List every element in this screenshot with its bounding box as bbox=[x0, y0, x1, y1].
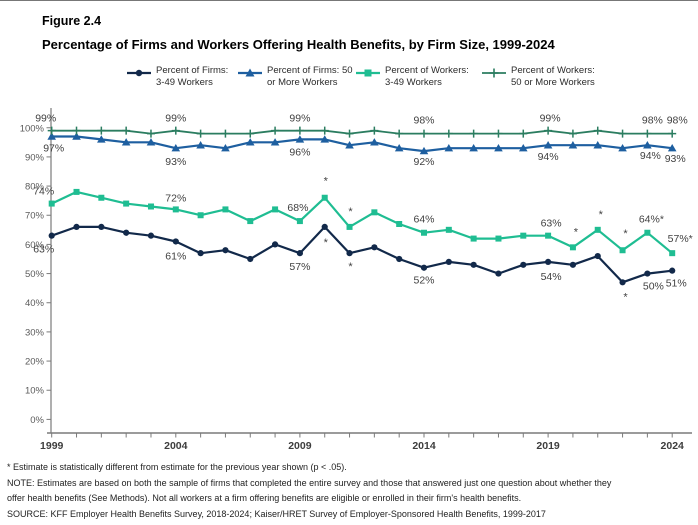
asterisk-marker: * bbox=[348, 261, 353, 273]
data-label: 94% bbox=[640, 150, 661, 162]
note-line-1: NOTE: Estimates are based on both the sa… bbox=[7, 477, 612, 488]
data-label: 63% bbox=[541, 218, 562, 230]
asterisk-marker: * bbox=[324, 176, 329, 188]
data-label: 74% bbox=[33, 186, 54, 198]
chart-legend: Percent of Firms: 3-49 Workers Percent of… bbox=[0, 65, 698, 95]
data-label: 51% bbox=[666, 278, 687, 290]
y-axis-tick-label: 60% bbox=[25, 240, 45, 251]
line-square-marker-icon bbox=[356, 69, 380, 77]
data-label: 94% bbox=[538, 151, 559, 163]
legend-item-firms-50plus: Percent of Firms: 50 or More Workers bbox=[237, 65, 353, 88]
data-label: 61% bbox=[165, 250, 186, 262]
y-axis-tick-label: 0% bbox=[30, 415, 44, 426]
y-axis-tick-label: 30% bbox=[25, 327, 45, 338]
page-title: Percentage of Firms and Workers Offering… bbox=[42, 37, 555, 52]
data-label: 64% bbox=[413, 214, 434, 226]
legend-item-workers-3-49: Percent of Workers: 3-49 Workers bbox=[355, 65, 469, 88]
asterisk-marker: * bbox=[574, 226, 579, 238]
data-label: 98% bbox=[667, 115, 688, 127]
series-firms_3_49: 63% 61% 57% 52% 54% 50% 51% bbox=[33, 223, 687, 293]
top-border-rule bbox=[0, 0, 698, 1]
legend-item-workers-50plus: Percent of Workers: 50 or More Workers bbox=[481, 65, 595, 88]
x-axis-tick-label: 1999 bbox=[40, 440, 64, 452]
axes: 0% 10% 20% 30% 40% 50% 60% 70% 80% 90% 100% 1999 200… bbox=[20, 108, 692, 452]
asterisk-marker: * bbox=[348, 206, 353, 218]
line-plus-marker-icon bbox=[482, 68, 506, 78]
y-axis-tick-label: 100% bbox=[20, 123, 45, 134]
x-axis-tick-label: 2004 bbox=[164, 440, 188, 452]
line-circle-marker-icon bbox=[127, 69, 151, 77]
line-triangle-marker-icon bbox=[238, 68, 262, 77]
series-workers_3_49: 74% 72% 68% 64% 63% 64%* 57%* bbox=[33, 186, 693, 257]
y-axis-tick-label: 50% bbox=[25, 269, 45, 280]
legend-label: Percent of Firms: 3-49 Workers bbox=[156, 65, 229, 88]
data-label: 57%* bbox=[668, 233, 693, 245]
x-axis-tick-label: 2009 bbox=[288, 440, 312, 452]
asterisk-marker: * bbox=[599, 209, 604, 221]
data-label: 92% bbox=[413, 156, 434, 168]
y-axis-tick-label: 20% bbox=[25, 357, 45, 368]
data-label: 99% bbox=[165, 113, 186, 125]
data-label: 96% bbox=[289, 146, 310, 158]
legend-item-firms-3-49: Percent of Firms: 3-49 Workers bbox=[126, 65, 228, 88]
data-label: 99% bbox=[35, 113, 56, 125]
data-label: 99% bbox=[540, 113, 561, 125]
y-axis-tick-label: 40% bbox=[25, 298, 45, 309]
source-note: SOURCE: KFF Employer Health Benefits Sur… bbox=[7, 508, 546, 519]
significance-asterisks: * * * * * * * * bbox=[324, 176, 629, 304]
asterisk-marker: * bbox=[623, 291, 628, 303]
data-label: 98% bbox=[642, 115, 663, 127]
data-label: 52% bbox=[413, 275, 434, 287]
significance-note: * Estimate is statistically different fr… bbox=[7, 462, 347, 472]
asterisk-marker: * bbox=[324, 237, 329, 249]
data-label: 54% bbox=[541, 271, 562, 283]
data-label: 98% bbox=[413, 115, 434, 127]
y-axis-tick-label: 80% bbox=[25, 182, 45, 193]
data-label: 97% bbox=[43, 142, 64, 154]
legend-label: Percent of Workers: 50 or More Workers bbox=[511, 65, 595, 88]
data-label: 72% bbox=[165, 192, 186, 204]
x-axis-tick-label: 2014 bbox=[412, 440, 436, 452]
y-axis-tick-label: 90% bbox=[25, 152, 45, 163]
data-label: 99% bbox=[289, 113, 310, 125]
data-label: 64%* bbox=[639, 214, 664, 226]
y-axis-tick-label: 10% bbox=[25, 386, 45, 397]
data-label: 50% bbox=[643, 281, 664, 293]
data-label: 93% bbox=[665, 153, 686, 165]
note-line-2: offer health benefits (See Methods). Not… bbox=[7, 493, 522, 503]
legend-label: Percent of Firms: 50 or More Workers bbox=[267, 65, 353, 88]
data-label: 68% bbox=[287, 202, 308, 214]
legend-label: Percent of Workers: 3-49 Workers bbox=[385, 65, 469, 88]
data-label: 63% bbox=[33, 244, 54, 256]
x-axis-tick-label: 2019 bbox=[536, 440, 560, 452]
data-label: 57% bbox=[289, 261, 310, 273]
series-firms_50plus: 97% 93% 96% 92% 94% 94% 93% bbox=[43, 132, 686, 168]
footnotes: * Estimate is statistically different fr… bbox=[7, 460, 695, 522]
x-axis-tick-label: 2024 bbox=[661, 440, 685, 452]
series-workers_50plus: 99% 99% 99% 98% 99% 98% 98% bbox=[35, 113, 688, 138]
y-axis-tick-label: 70% bbox=[25, 211, 45, 222]
asterisk-marker: * bbox=[623, 228, 628, 240]
figure-number: Figure 2.4 bbox=[42, 14, 102, 28]
data-label: 93% bbox=[165, 156, 186, 168]
